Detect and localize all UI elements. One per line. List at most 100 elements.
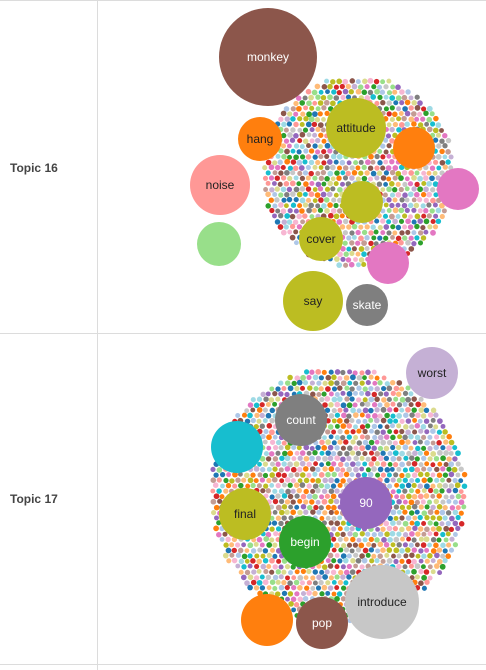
term-dot	[407, 181, 414, 187]
term-dot	[393, 100, 399, 106]
term-bubble[interactable]	[437, 168, 479, 210]
term-bubble-attitude[interactable]: attitude	[326, 98, 386, 158]
term-dot	[328, 498, 334, 504]
term-bubble-skate[interactable]: skate	[346, 284, 388, 326]
term-bubble-say[interactable]: say	[283, 271, 343, 331]
bubble-circle[interactable]	[219, 8, 317, 106]
bubble-circle[interactable]	[190, 155, 250, 215]
term-dot	[380, 429, 386, 435]
term-dot	[389, 466, 395, 472]
term-dot	[307, 505, 313, 511]
term-dot	[393, 472, 399, 478]
term-dot	[423, 229, 429, 235]
term-bubble[interactable]	[341, 181, 383, 223]
term-bubble-count[interactable]: count	[275, 394, 327, 446]
term-bubble-final[interactable]: final	[219, 488, 271, 540]
bubble-circle[interactable]	[219, 488, 271, 540]
term-dot	[442, 515, 448, 521]
term-dot	[409, 488, 414, 494]
term-dot	[225, 536, 231, 543]
term-dot	[296, 181, 302, 187]
term-dot	[412, 450, 418, 457]
term-dot	[275, 472, 282, 478]
term-bubble-begin[interactable]: begin	[279, 516, 331, 568]
term-dot	[442, 558, 448, 564]
term-dot	[343, 471, 350, 478]
term-dot	[424, 526, 430, 533]
bubble-circle[interactable]	[197, 222, 241, 266]
bubble-circle[interactable]	[211, 421, 263, 473]
term-dot	[436, 132, 441, 138]
term-bubble-90[interactable]: 90	[340, 477, 392, 529]
term-dot	[297, 585, 303, 591]
bubble-circle[interactable]	[283, 271, 343, 331]
bubble-circle[interactable]	[279, 516, 331, 568]
bubble-circle[interactable]	[345, 565, 419, 639]
term-dot	[247, 584, 253, 591]
term-dot	[421, 521, 427, 526]
term-dot	[355, 251, 361, 257]
term-dot	[399, 461, 405, 468]
term-bubble-pop[interactable]: pop	[296, 597, 348, 649]
term-dot	[380, 461, 387, 467]
term-bubble-introduce[interactable]: introduce	[345, 565, 419, 639]
term-dot	[272, 434, 278, 440]
term-dot	[365, 369, 371, 376]
term-dot	[272, 160, 278, 166]
term-dot	[260, 466, 266, 473]
term-bubble[interactable]	[241, 594, 293, 646]
bubble-circle[interactable]	[326, 98, 386, 158]
term-dot	[350, 407, 356, 414]
term-dot	[241, 412, 248, 418]
term-dot	[293, 186, 300, 193]
bubble-circle[interactable]	[241, 594, 293, 646]
bubble-circle[interactable]	[393, 127, 435, 169]
term-dot	[348, 89, 354, 95]
term-bubble-monkey[interactable]: monkey	[219, 8, 317, 106]
term-dot	[277, 224, 284, 230]
bubble-circle[interactable]	[437, 168, 479, 210]
bubble-circle[interactable]	[299, 217, 343, 261]
term-bubble-cover[interactable]: cover	[299, 217, 343, 261]
term-dot	[423, 407, 430, 414]
term-dot	[260, 563, 267, 570]
bubble-circle[interactable]	[275, 394, 327, 446]
bubble-circle[interactable]	[406, 347, 458, 399]
term-dot	[435, 218, 442, 225]
term-bubble[interactable]	[197, 222, 241, 266]
term-dot	[361, 164, 367, 171]
term-dot	[342, 218, 349, 225]
term-dot	[281, 219, 288, 225]
bubble-circle[interactable]	[340, 477, 392, 529]
bubble-circle[interactable]	[341, 181, 383, 223]
term-bubble-noise[interactable]: noise	[190, 155, 250, 215]
term-bubble[interactable]	[393, 127, 435, 169]
term-bubble[interactable]	[211, 421, 263, 473]
bubble-circle[interactable]	[296, 597, 348, 649]
term-dot	[305, 154, 312, 160]
term-dot	[408, 466, 415, 473]
term-dot	[436, 493, 442, 499]
bubble-circle[interactable]	[367, 242, 409, 284]
term-dot	[308, 116, 315, 123]
term-dot	[371, 542, 377, 548]
term-dot	[386, 208, 392, 213]
term-dot	[334, 412, 341, 418]
term-dot	[353, 424, 358, 430]
bubble-circle[interactable]	[238, 117, 282, 161]
term-dot	[414, 563, 421, 570]
term-dot	[417, 122, 424, 128]
term-dot	[331, 579, 337, 585]
term-dot	[365, 444, 371, 451]
term-bubble[interactable]	[367, 242, 409, 284]
term-dot	[436, 143, 442, 149]
term-dot	[321, 369, 327, 375]
term-bubble-hang[interactable]: hang	[238, 117, 282, 161]
term-dot	[349, 418, 355, 424]
term-dot	[358, 246, 365, 252]
bubble-circle[interactable]	[346, 284, 388, 326]
term-dot	[353, 435, 359, 440]
term-dot	[411, 197, 417, 203]
term-dot	[411, 240, 417, 247]
term-bubble-worst[interactable]: worst	[406, 347, 458, 399]
